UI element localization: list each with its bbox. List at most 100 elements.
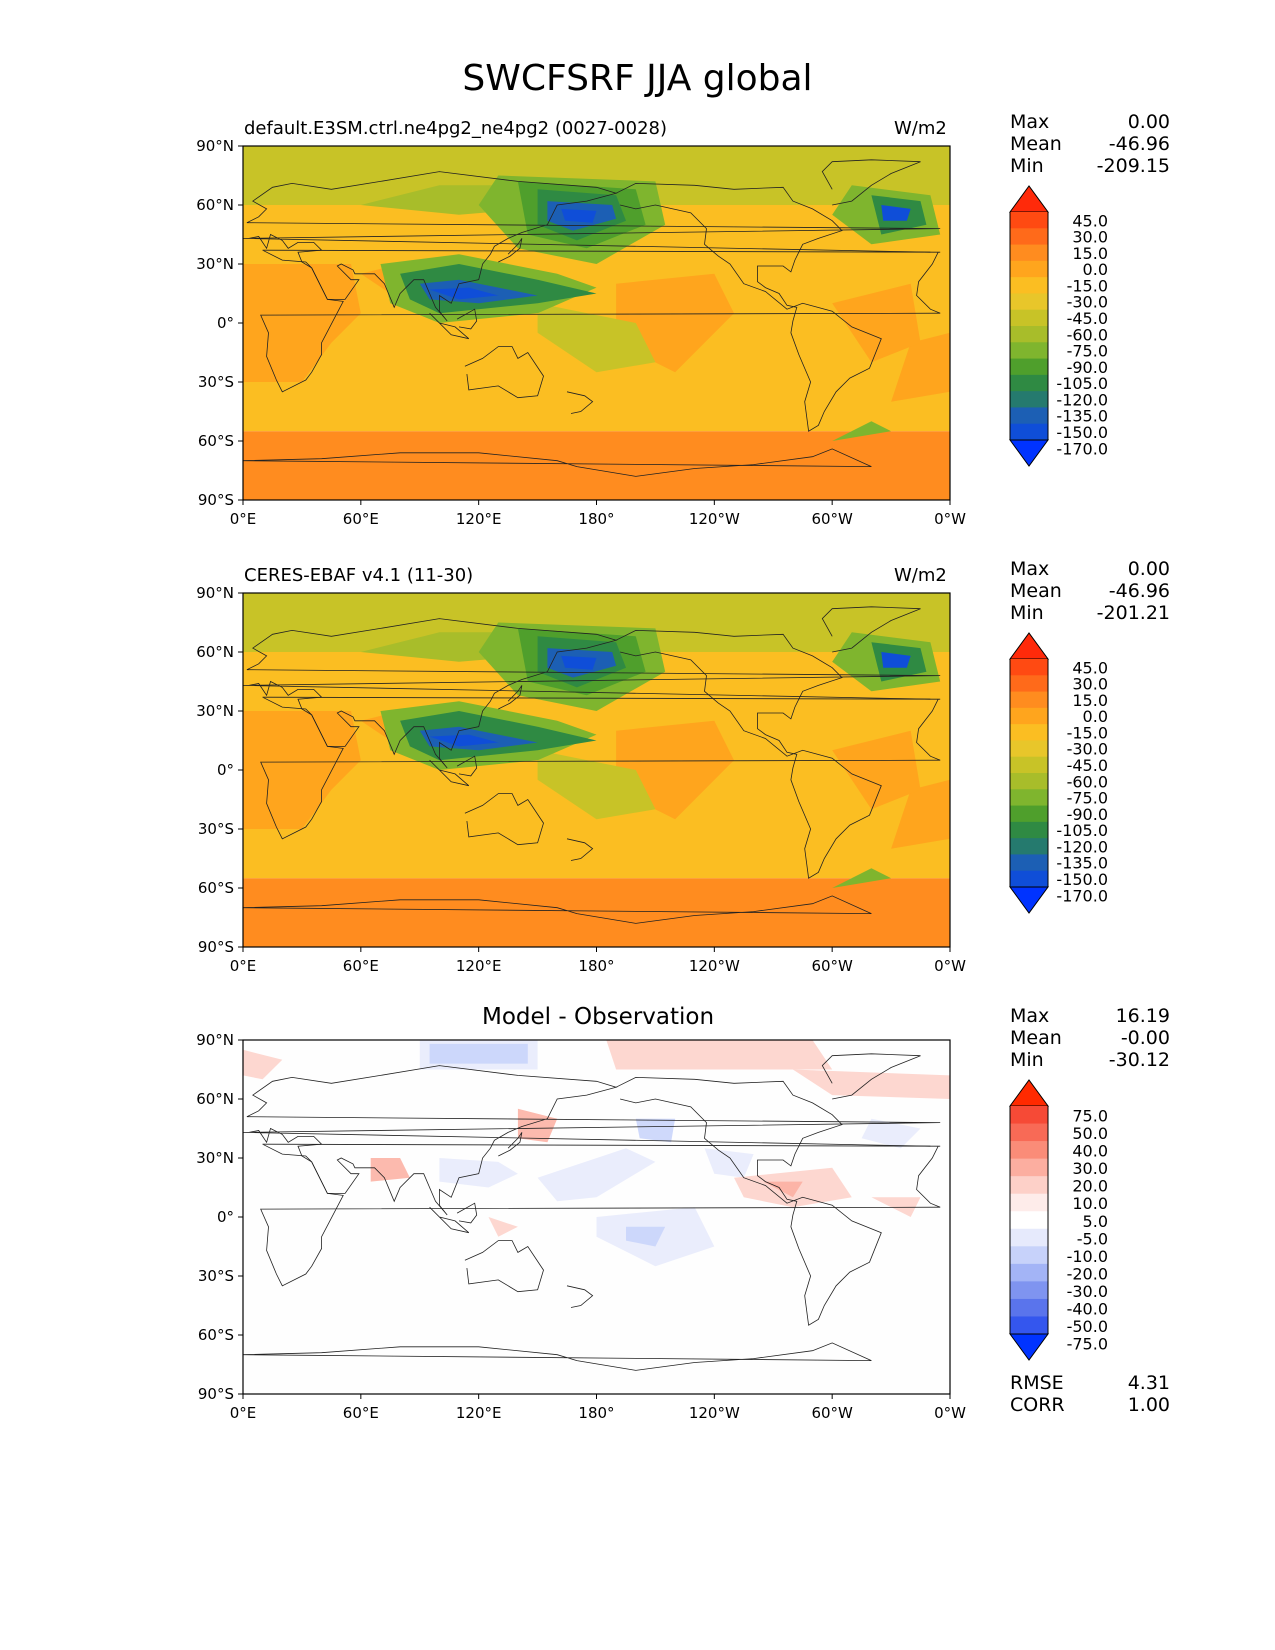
colorbar-label: -15.0 xyxy=(1067,276,1108,295)
stat-mean-value: -46.96 xyxy=(1108,133,1170,155)
stats-block: Max 0.00 Mean -46.96 Min -201.21 xyxy=(1010,558,1170,624)
coastlines xyxy=(243,606,941,924)
map-plot: 90°N 60°N 30°N 0° 30°S 60°S 90°S0°E 60°E 120°E 18… xyxy=(196,584,1108,975)
coastline xyxy=(821,159,921,206)
colorbar-label: -135.0 xyxy=(1056,407,1108,426)
contour-region xyxy=(429,287,499,300)
panel-left-title: default.E3SM.ctrl.ne4pg2_ne4pg2 (0027-00… xyxy=(244,118,667,139)
stat-min-value: -30.12 xyxy=(1108,1049,1170,1071)
colorbar-segment xyxy=(1010,309,1048,327)
colorbar-segment xyxy=(1010,1141,1048,1160)
coastline xyxy=(260,696,941,840)
lon-tick-label: 180° xyxy=(578,957,614,975)
contour-region xyxy=(561,208,597,223)
colorbar-label: 30.0 xyxy=(1072,1159,1108,1178)
lon-tick-label: 0°E xyxy=(230,1404,257,1422)
colorbar-label: -10.0 xyxy=(1067,1247,1108,1266)
contour-region xyxy=(243,711,361,829)
colorbar-segment xyxy=(1010,1246,1048,1265)
contour-region xyxy=(606,1040,833,1070)
coastline xyxy=(243,1342,872,1371)
colorbar-segment xyxy=(1010,1158,1048,1177)
lat-tick-label: 30°N xyxy=(196,702,234,720)
stat-min-label: Min xyxy=(1010,602,1044,624)
lat-tick-label: 60°N xyxy=(196,196,234,214)
stat-max-label: Max xyxy=(1010,558,1050,580)
contour-region xyxy=(537,750,656,820)
contour-region xyxy=(635,1118,676,1143)
colorbar-segment xyxy=(1010,805,1048,823)
colorbar-segment xyxy=(1010,724,1048,741)
colorbar-label: -150.0 xyxy=(1056,423,1108,442)
contour-region xyxy=(704,1148,754,1178)
colorbar-segment xyxy=(1010,838,1048,855)
lat-tick-label: 60°S xyxy=(198,432,234,450)
colorbar-label: 45.0 xyxy=(1072,211,1108,230)
colorbar-extend-bottom xyxy=(1009,439,1049,467)
colorbar-segment xyxy=(1010,244,1048,262)
lon-tick-label: 180° xyxy=(578,510,614,528)
stat-corr-value: 1.00 xyxy=(1127,1394,1170,1416)
contour-region xyxy=(861,1118,921,1149)
colorbar-label: -60.0 xyxy=(1067,772,1108,791)
panel-center-title: Model - Observation xyxy=(482,1004,715,1030)
stat-mean-value: -0.00 xyxy=(1120,1027,1170,1049)
colorbar-label: -45.0 xyxy=(1067,309,1108,328)
lon-tick-label: 60°W xyxy=(811,957,853,975)
lat-tick-label: 30°N xyxy=(196,1149,234,1167)
colorbar-extend-top xyxy=(1009,1079,1049,1107)
colorbar-label: 15.0 xyxy=(1072,691,1108,710)
contour-region xyxy=(243,264,361,382)
coastline xyxy=(429,759,470,787)
stat-rmse-value: 4.31 xyxy=(1127,1372,1170,1394)
colorbar-label: 30.0 xyxy=(1072,675,1108,694)
stats-block: Max 0.00 Mean -46.96 Min -209.15 xyxy=(1010,111,1170,177)
panel-left-title: CERES-EBAF v4.1 (11-30) xyxy=(244,565,474,586)
colorbar-segment xyxy=(1010,423,1048,441)
coastline xyxy=(498,1132,523,1157)
coastline xyxy=(498,685,523,710)
map-fill-group xyxy=(243,593,950,947)
lat-tick-label: 60°N xyxy=(196,643,234,661)
colorbar-label: -135.0 xyxy=(1056,854,1108,873)
contour-region xyxy=(537,1148,656,1202)
colorbar-label: 5.0 xyxy=(1083,1212,1108,1231)
lat-tick-label: 60°S xyxy=(198,1326,234,1344)
stat-max-value: 0.00 xyxy=(1127,111,1170,133)
colorbar-label: 0.0 xyxy=(1083,260,1108,279)
coastline xyxy=(243,618,941,769)
colorbar-label: -90.0 xyxy=(1067,358,1108,377)
colorbar-label: 45.0 xyxy=(1072,658,1108,677)
lat-tick-label: 90°S xyxy=(198,938,234,956)
coastline xyxy=(821,606,921,653)
colorbar-segment xyxy=(1010,756,1048,774)
coastline xyxy=(566,1285,594,1308)
footer-stats-block: RMSE 4.31 CORR 1.00 xyxy=(1010,1372,1170,1416)
contour-region xyxy=(429,734,499,747)
lon-tick-label: 0°W xyxy=(934,510,966,528)
coastline xyxy=(456,308,478,330)
lon-tick-label: 60°E xyxy=(343,510,379,528)
panel-difference: Model - Observation 90°N 60°N 30°N 0° 30°S 60… xyxy=(0,894,1275,1454)
lat-tick-label: 60°N xyxy=(196,1090,234,1108)
coastline xyxy=(464,346,544,399)
coastline xyxy=(243,448,872,477)
colorbar-label: -170.0 xyxy=(1056,886,1108,905)
coastline xyxy=(456,1202,478,1224)
lat-tick-label: 0° xyxy=(217,1208,234,1226)
colorbar-label: 15.0 xyxy=(1072,244,1108,263)
panel-units: W/m2 xyxy=(894,118,947,139)
colorbar-label: -90.0 xyxy=(1067,805,1108,824)
contour-region xyxy=(891,332,950,402)
colorbar-label: -40.0 xyxy=(1067,1299,1108,1318)
stat-min-label: Min xyxy=(1010,1049,1044,1071)
lon-tick-label: 120°W xyxy=(689,957,740,975)
map-fill-group xyxy=(243,146,950,500)
coastline xyxy=(243,895,872,924)
colorbar-segment xyxy=(1010,1211,1048,1230)
lon-tick-label: 120°W xyxy=(689,510,740,528)
colorbar-label: -120.0 xyxy=(1056,837,1108,856)
panel-units: W/m2 xyxy=(894,565,947,586)
contour-region xyxy=(488,1217,518,1237)
colorbar-segment xyxy=(1010,675,1048,693)
